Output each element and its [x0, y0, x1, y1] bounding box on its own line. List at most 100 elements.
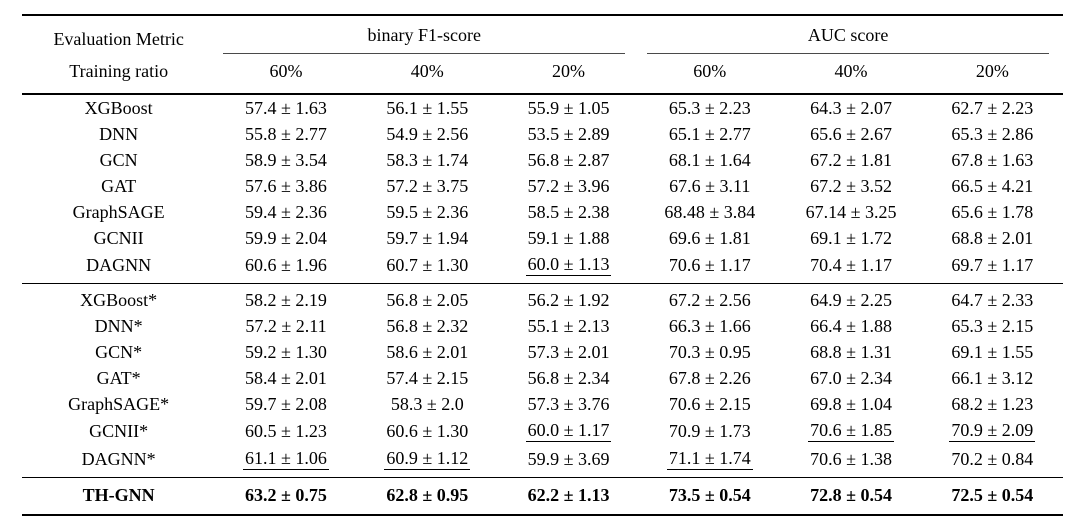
metric-value: 56.2 ± 1.92: [498, 283, 639, 313]
metric-value-text: 60.7 ± 1.30: [386, 254, 469, 275]
metric-value: 70.6 ± 1.17: [639, 251, 780, 283]
header-row-ratio: Training ratio 60% 40% 20% 60% 40% 20%: [22, 54, 1063, 94]
metric-value-text: 55.9 ± 1.05: [527, 97, 610, 118]
metric-value: 67.8 ± 2.26: [639, 365, 780, 391]
table-row: GCNII 59.9 ± 2.04 59.7 ± 1.94 59.1 ± 1.8…: [22, 225, 1063, 251]
metric-value-text: 67.2 ± 3.52: [810, 175, 892, 196]
metric-value: 71.1 ± 1.74: [639, 445, 780, 477]
metric-value-text: 58.4 ± 2.01: [245, 367, 327, 388]
model-name: XGBoost: [84, 97, 153, 118]
metric-value: 53.5 ± 2.89: [498, 121, 639, 147]
metric-value: 57.2 ± 3.96: [498, 173, 639, 199]
metric-value-text: 65.1 ± 2.77: [668, 123, 751, 144]
metric-value: 72.8 ± 0.54: [780, 477, 921, 515]
metric-value: 70.2 ± 0.84: [922, 445, 1063, 477]
metric-value-text: 70.3 ± 0.95: [668, 341, 751, 362]
metric-value: 54.9 ± 2.56: [357, 121, 498, 147]
metric-value-text: 64.3 ± 2.07: [810, 97, 892, 118]
metric-value-text: 65.3 ± 2.23: [668, 97, 751, 118]
metric-value: 66.3 ± 1.66: [639, 313, 780, 339]
metric-value: 56.8 ± 2.34: [498, 365, 639, 391]
metric-value-text: 69.7 ± 1.17: [951, 254, 1034, 275]
metric-value: 70.6 ± 1.38: [780, 445, 921, 477]
metric-value: 69.1 ± 1.72: [780, 225, 921, 251]
metric-value: 59.4 ± 2.36: [215, 199, 356, 225]
metric-value: 62.7 ± 2.23: [922, 94, 1063, 121]
metric-value-text: 68.8 ± 2.01: [951, 227, 1034, 248]
metric-value-text: 57.2 ± 3.96: [527, 175, 610, 196]
metric-value-text: 70.6 ± 2.15: [668, 393, 751, 414]
metric-value: 68.1 ± 1.64: [639, 147, 780, 173]
metric-value: 70.9 ± 2.09: [922, 417, 1063, 445]
metric-value-text: 67.2 ± 2.56: [668, 289, 751, 310]
metric-value: 67.14 ± 3.25: [780, 199, 921, 225]
metric-value: 67.0 ± 2.34: [780, 365, 921, 391]
metric-value: 55.8 ± 2.77: [215, 121, 356, 147]
metric-value-text: 56.8 ± 2.34: [527, 367, 610, 388]
metric-value-text: 60.6 ± 1.96: [245, 254, 327, 275]
ratio-auc-40: 40%: [834, 61, 868, 81]
metric-value-text: 70.6 ± 1.17: [668, 254, 751, 275]
metric-value: 56.8 ± 2.87: [498, 147, 639, 173]
metric-value-text: 61.1 ± 1.06: [243, 447, 329, 470]
metric-value: 70.9 ± 1.73: [639, 417, 780, 445]
metric-value-text: 58.6 ± 2.01: [386, 341, 469, 362]
metric-value-text: 59.7 ± 1.94: [386, 227, 469, 248]
metric-value: 67.8 ± 1.63: [922, 147, 1063, 173]
table-row: GraphSAGE 59.4 ± 2.36 59.5 ± 2.36 58.5 ±…: [22, 199, 1063, 225]
metric-value-text: 64.9 ± 2.25: [810, 289, 892, 310]
metric-value-text: 62.7 ± 2.23: [951, 97, 1034, 118]
metric-value-text: 56.1 ± 1.55: [386, 97, 469, 118]
metric-value: 57.6 ± 3.86: [215, 173, 356, 199]
metric-value-text: 70.6 ± 1.85: [808, 419, 894, 442]
metric-value-text: 59.9 ± 2.04: [245, 227, 327, 248]
metric-value: 59.5 ± 2.36: [357, 199, 498, 225]
model-name: XGBoost*: [80, 289, 158, 310]
metric-value-text: 68.2 ± 1.23: [951, 393, 1034, 414]
table-body: XGBoost 57.4 ± 1.63 56.1 ± 1.55 55.9 ± 1…: [22, 94, 1063, 515]
metric-value: 68.8 ± 1.31: [780, 339, 921, 365]
metric-value-text: 65.6 ± 2.67: [810, 123, 892, 144]
metric-value-text: 53.5 ± 2.89: [527, 123, 610, 144]
metric-value: 58.3 ± 1.74: [357, 147, 498, 173]
metric-value-text: 73.5 ± 0.54: [668, 484, 751, 505]
metric-value: 70.6 ± 1.85: [780, 417, 921, 445]
metric-value: 69.6 ± 1.81: [639, 225, 780, 251]
model-name: GAT*: [96, 367, 141, 388]
metric-value: 67.2 ± 3.52: [780, 173, 921, 199]
metric-value: 65.3 ± 2.23: [639, 94, 780, 121]
metric-value: 62.2 ± 1.13: [498, 477, 639, 515]
metric-value: 59.7 ± 2.08: [215, 391, 356, 417]
metric-value: 64.3 ± 2.07: [780, 94, 921, 121]
metric-value-text: 58.9 ± 3.54: [245, 149, 327, 170]
metric-value: 64.9 ± 2.25: [780, 283, 921, 313]
table-row: DAGNN 60.6 ± 1.96 60.7 ± 1.30 60.0 ± 1.1…: [22, 251, 1063, 283]
model-name: GAT: [101, 175, 137, 196]
model-name: DAGNN*: [81, 448, 156, 469]
metric-value: 61.1 ± 1.06: [215, 445, 356, 477]
metric-value-text: 69.1 ± 1.72: [810, 227, 892, 248]
metric-value-text: 63.2 ± 0.75: [245, 484, 327, 505]
metric-value: 56.8 ± 2.05: [357, 283, 498, 313]
metric-value: 65.1 ± 2.77: [639, 121, 780, 147]
metric-value-text: 56.2 ± 1.92: [527, 289, 610, 310]
metric-value-text: 60.9 ± 1.12: [384, 447, 471, 470]
table-row: GAT 57.6 ± 3.86 57.2 ± 3.75 57.2 ± 3.96 …: [22, 173, 1063, 199]
metric-value: 57.4 ± 2.15: [357, 365, 498, 391]
metric-value: 58.9 ± 3.54: [215, 147, 356, 173]
ratio-f1-60: 60%: [269, 61, 303, 81]
table-row: TH-GNN 63.2 ± 0.75 62.8 ± 0.95 62.2 ± 1.…: [22, 477, 1063, 515]
table-row: DAGNN* 61.1 ± 1.06 60.9 ± 1.12 59.9 ± 3.…: [22, 445, 1063, 477]
metric-value-text: 69.6 ± 1.81: [668, 227, 751, 248]
metric-value-text: 60.0 ± 1.13: [525, 253, 612, 276]
metric-value: 58.3 ± 2.0: [357, 391, 498, 417]
table-row: GAT* 58.4 ± 2.01 57.4 ± 2.15 56.8 ± 2.34…: [22, 365, 1063, 391]
metric-value: 65.3 ± 2.86: [922, 121, 1063, 147]
table-row: GCNII* 60.5 ± 1.23 60.6 ± 1.30 60.0 ± 1.…: [22, 417, 1063, 445]
metric-value-text: 60.6 ± 1.30: [386, 420, 469, 441]
metric-value: 60.0 ± 1.13: [498, 251, 639, 283]
metric-value-text: 55.1 ± 2.13: [527, 315, 610, 336]
metric-value: 60.5 ± 1.23: [215, 417, 356, 445]
metric-value-text: 59.1 ± 1.88: [527, 227, 610, 248]
metric-value-text: 65.3 ± 2.15: [951, 315, 1034, 336]
